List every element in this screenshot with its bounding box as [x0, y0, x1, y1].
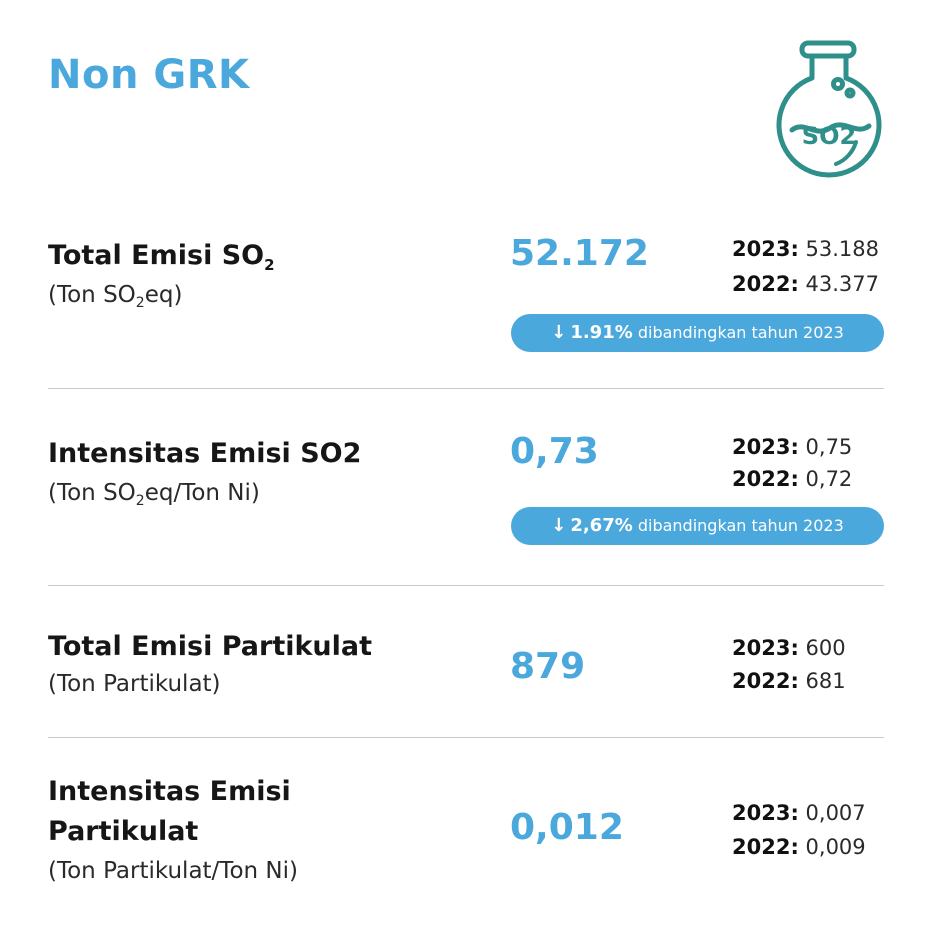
metric-label: Total Emisi Partikulat — [48, 631, 373, 662]
metric-label-line-1: Intensitas Emisi — [48, 776, 291, 807]
metric-value: 0,73 — [510, 431, 599, 472]
metric-value: 52.172 — [510, 233, 649, 274]
page-title: Non GRK — [48, 52, 250, 98]
divider — [48, 388, 884, 389]
metric-total-emisi-partikulat: Total Emisi Partikulat (Ton Partikulat) … — [48, 627, 884, 707]
year-2022-value: 2022: 681 — [732, 669, 846, 693]
year-2022-value: 2022: 0,72 — [732, 467, 853, 491]
year-2023-value: 2023: 600 — [732, 636, 846, 660]
metric-unit: (Ton SO2eq/Ton Ni) — [48, 480, 260, 509]
arrow-down-icon: ↓ — [551, 322, 567, 343]
metric-label-line-2: Partikulat — [48, 816, 199, 847]
year-2023-value: 2023: 53.188 — [732, 237, 880, 261]
metric-unit: (Ton SO2eq) — [48, 282, 183, 311]
divider — [48, 737, 884, 738]
divider — [48, 585, 884, 586]
metric-intensitas-emisi-partikulat: Intensitas Emisi Partikulat (Ton Partiku… — [48, 772, 884, 892]
arrow-down-icon: ↓ — [551, 515, 567, 536]
change-badge: ↓ 1.91% dibandingkan tahun 2023 — [511, 314, 884, 352]
metric-unit: (Ton Partikulat) — [48, 671, 221, 697]
year-2022-value: 2022: 0,009 — [732, 835, 866, 859]
metric-total-emisi-so2: Total Emisi SO2 (Ton SO2eq) 52.172 2023:… — [48, 233, 884, 356]
change-badge: ↓ 2,67% dibandingkan tahun 2023 — [511, 507, 884, 545]
metric-value: 0,012 — [510, 807, 624, 848]
metric-label: Intensitas Emisi SO2 — [48, 438, 362, 469]
flask-so2-icon: SO2 — [776, 40, 882, 178]
metric-label: Total Emisi SO2 — [48, 240, 275, 274]
metric-value: 879 — [510, 646, 586, 687]
metric-unit: (Ton Partikulat/Ton Ni) — [48, 858, 298, 884]
metric-intensitas-emisi-so2: Intensitas Emisi SO2 (Ton SO2eq/Ton Ni) … — [48, 431, 884, 554]
year-2022-value: 2022: 43.377 — [732, 272, 880, 296]
year-2023-value: 2023: 0,007 — [732, 801, 866, 825]
year-2023-value: 2023: 0,75 — [732, 435, 853, 459]
flask-label: SO2 — [802, 122, 856, 150]
